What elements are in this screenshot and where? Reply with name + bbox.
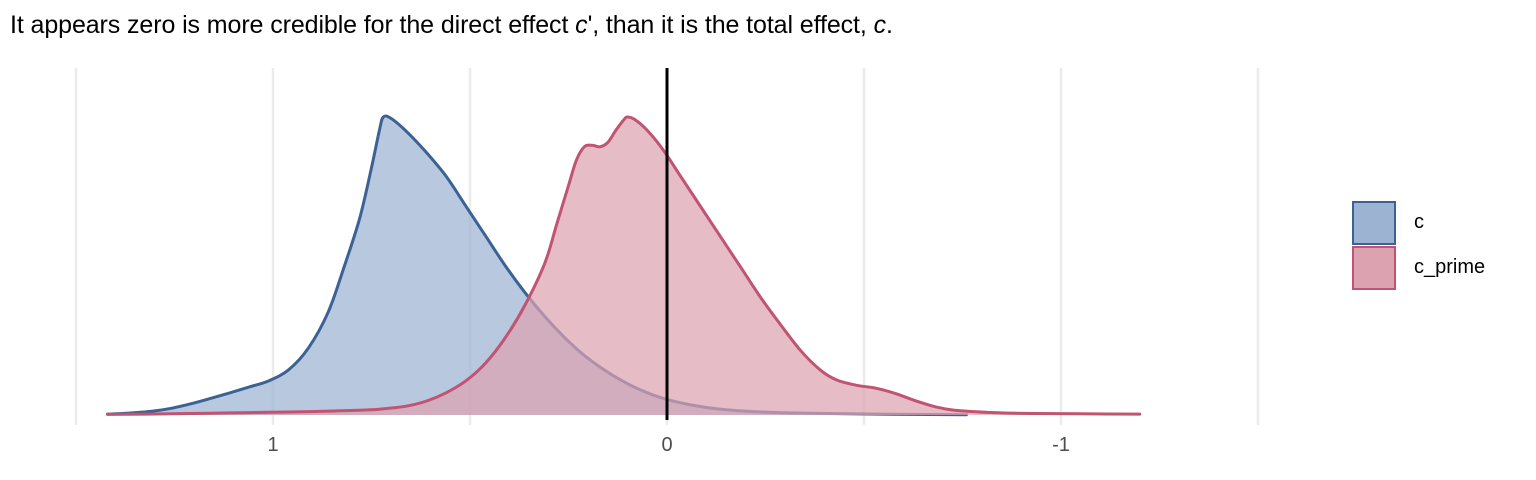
legend-item-c-prime[interactable]: c_prime [1352,245,1536,290]
plot-title: It appears zero is more credible for the… [10,8,893,42]
density-outline-c_prime [106,115,1142,416]
density-areas [106,114,1142,417]
title-segment-2: ', than it is the total effect, [587,11,874,39]
density-area-c_prime [107,117,1140,415]
plot-panel [0,55,1300,425]
legend-swatch-c-prime [1352,245,1396,290]
legend-label-c: c [1414,211,1424,233]
legend-item-c[interactable]: c [1352,200,1536,245]
x-axis: 1 0 -1 [0,420,1300,480]
legend-label-c-prime: c_prime [1414,256,1486,278]
x-tick-label-neg1: -1 [1052,434,1070,456]
title-segment-1: It appears zero is more credible for the… [10,11,576,39]
title-variable-c: c [873,11,887,39]
density-plot-svg [74,68,1260,425]
legend: c c_prime [1352,200,1536,310]
density-area-c [107,115,967,415]
title-variable-c-prime: c [575,11,588,39]
x-tick-label-0: 0 [661,434,673,456]
x-tick-label-1: 1 [267,434,279,456]
legend-swatch-c [1352,200,1396,245]
title-segment-3: . [885,11,893,39]
